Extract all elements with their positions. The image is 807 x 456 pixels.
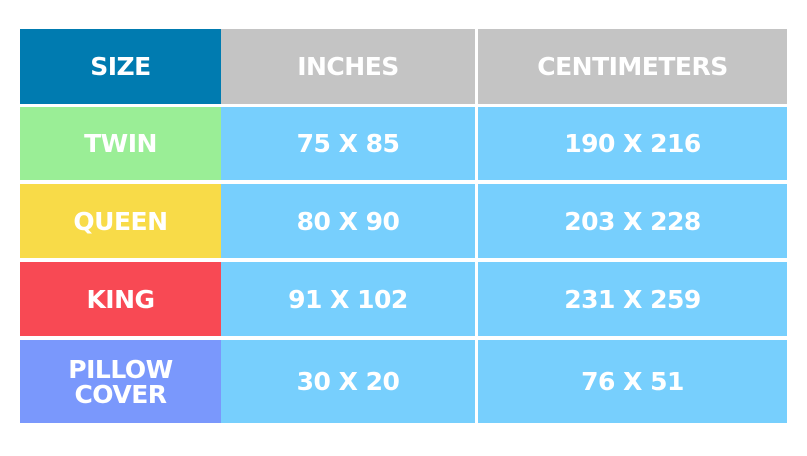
row-queen-inches: 80 X 90 bbox=[221, 184, 475, 258]
header-size: SIZE bbox=[20, 29, 221, 104]
row-twin-size: TWIN bbox=[20, 107, 221, 180]
row-king-centimeters: 231 X 259 bbox=[478, 262, 787, 336]
header-inches: INCHES bbox=[221, 29, 475, 104]
row-king-size: KING bbox=[20, 262, 221, 336]
row-king-inches: 91 X 102 bbox=[221, 262, 475, 336]
row-pillow-cover-centimeters: 76 X 51 bbox=[478, 340, 787, 423]
row-twin-centimeters: 190 X 216 bbox=[478, 107, 787, 180]
row-pillow-cover-size: PILLOW COVER bbox=[20, 340, 221, 423]
row-queen-size: QUEEN bbox=[20, 184, 221, 258]
header-centimeters: CENTIMETERS bbox=[478, 29, 787, 104]
row-pillow-cover-inches: 30 X 20 bbox=[221, 340, 475, 423]
row-twin-inches: 75 X 85 bbox=[221, 107, 475, 180]
row-queen-centimeters: 203 X 228 bbox=[478, 184, 787, 258]
